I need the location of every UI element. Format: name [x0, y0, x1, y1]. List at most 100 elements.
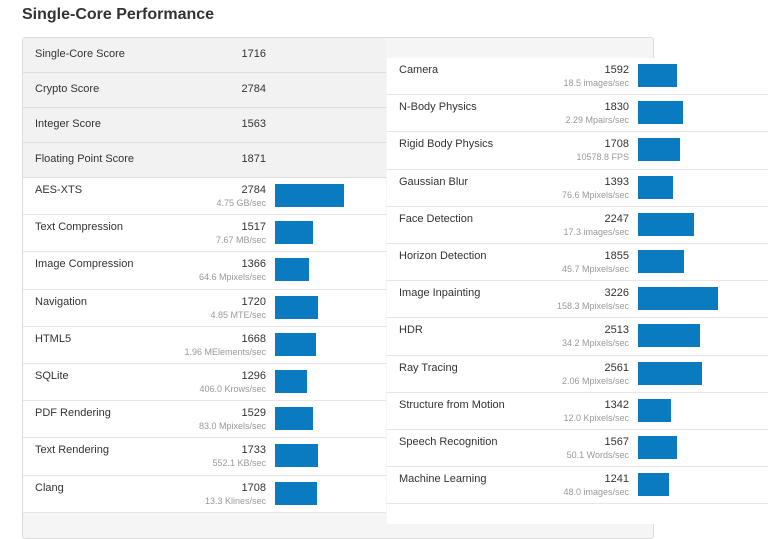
benchmark-throughput: 48.0 images/sec [563, 487, 629, 498]
score-bar [638, 138, 680, 162]
benchmark-score: 1668 [241, 332, 266, 345]
benchmark-name: Text Compression [35, 221, 124, 234]
benchmark-throughput: 18.5 images/sec [563, 78, 629, 88]
benchmark-row: Rigid Body Physics 1708 10578.8 FPS [387, 132, 768, 170]
benchmark-score: 1708 [604, 138, 629, 151]
score-bar [275, 407, 313, 431]
score-bar [638, 398, 671, 422]
summary-value: 1871 [241, 153, 266, 165]
score-bar [275, 481, 317, 505]
score-bar [638, 212, 694, 236]
benchmark-throughput: 4.75 GB/sec [216, 198, 266, 208]
benchmark-row: Image Inpainting 3226 158.3 Mpixels/sec [387, 281, 768, 319]
benchmark-score: 1592 [604, 64, 629, 76]
benchmark-name: HDR [399, 324, 423, 337]
score-bar [638, 361, 702, 385]
benchmark-row: AES-XTS 2784 4.75 GB/sec [23, 178, 386, 216]
benchmark-name: Structure from Motion [399, 398, 505, 411]
benchmark-row: Ray Tracing 2561 2.06 Mpixels/sec [387, 356, 768, 393]
summary-row: Integer Score 1563 [23, 108, 386, 143]
benchmark-score: 2247 [604, 212, 629, 225]
page-title: Single-Core Performance [22, 6, 215, 23]
benchmark-row: Clang 1708 13.3 Klines/sec [23, 476, 386, 513]
benchmark-name: HTML5 [35, 332, 72, 345]
benchmark-name: Gaussian Blur [399, 175, 469, 188]
benchmark-score: 1366 [241, 258, 266, 271]
benchmark-row: Structure from Motion 1342 12.0 Kpixels/se… [387, 393, 768, 430]
benchmark-score: 1855 [604, 249, 629, 262]
benchmark-throughput: 4.85 MTE/sec [210, 309, 266, 320]
benchmark-score: 1241 [604, 473, 629, 486]
benchmark-row: SQLite 1296 406.0 Krows/sec [23, 364, 386, 402]
benchmark-row: Face Detection 2247 17.3 images/sec [387, 207, 768, 244]
benchmark-row: Horizon Detection 1855 45.7 Mpixels/sec [387, 244, 768, 282]
score-bar [638, 473, 669, 497]
benchmark-name: PDF Rendering [35, 407, 111, 420]
summary-label: Single-Core Score [35, 48, 125, 60]
summary-row: Crypto Score 2784 [23, 73, 386, 108]
benchmark-name: SQLite [35, 369, 69, 382]
right-benchmark-list: Camera 1592 18.5 images/sec N-Body Physics 1… [387, 58, 768, 505]
score-bar [638, 249, 684, 273]
benchmark-row: Camera 1592 18.5 images/sec [387, 58, 768, 96]
benchmark-name: Image Inpainting [399, 287, 481, 300]
benchmark-row: PDF Rendering 1529 83.0 Mpixels/sec [23, 401, 386, 439]
score-bar [275, 332, 316, 356]
benchmark-throughput: 10578.8 FPS [576, 152, 629, 163]
summary-label: Floating Point Score [35, 153, 135, 165]
benchmark-score: 1830 [604, 101, 629, 114]
benchmark-throughput: 552.1 KB/sec [212, 458, 266, 469]
summary-value: 1716 [241, 48, 266, 60]
score-bar [638, 287, 718, 311]
left-column: Single-Core Score 1716 Crypto Score 2784… [23, 38, 386, 513]
score-bar [638, 324, 700, 348]
benchmark-throughput: 158.3 Mpixels/sec [556, 301, 629, 312]
benchmark-row: Gaussian Blur 1393 76.6 Mpixels/sec [387, 170, 768, 207]
benchmark-name: AES-XTS [35, 184, 83, 196]
summary-label: Integer Score [35, 118, 102, 130]
benchmark-throughput: 406.0 Krows/sec [199, 383, 266, 394]
benchmark-score: 1517 [241, 221, 266, 234]
benchmark-name: Clang [35, 481, 64, 494]
score-bar [275, 295, 318, 319]
benchmark-name: Camera [399, 64, 439, 76]
benchmark-throughput: 2.29 Mpairs/sec [565, 115, 629, 126]
benchmark-name: Ray Tracing [399, 361, 458, 374]
score-bar [275, 184, 344, 207]
benchmark-throughput: 83.0 Mpixels/sec [198, 421, 266, 432]
score-bar [638, 435, 677, 459]
score-bar [275, 369, 307, 393]
benchmark-name: Horizon Detection [399, 249, 487, 262]
benchmark-row: Text Rendering 1733 552.1 KB/sec [23, 438, 386, 476]
benchmark-row: Text Compression 1517 7.67 MB/sec [23, 215, 386, 253]
benchmark-name: Face Detection [399, 212, 473, 225]
benchmark-row: HDR 2513 34.2 Mpixels/sec [387, 318, 768, 356]
benchmark-name: Rigid Body Physics [399, 138, 494, 151]
benchmark-name: Machine Learning [399, 473, 487, 486]
benchmark-score: 1529 [241, 407, 266, 420]
score-bar [275, 221, 313, 245]
benchmark-score: 3226 [604, 287, 629, 300]
score-bar [638, 64, 677, 87]
score-bar [638, 101, 683, 125]
benchmark-throughput: 17.3 images/sec [563, 226, 629, 237]
benchmark-name: Speech Recognition [399, 435, 498, 448]
benchmark-row: Navigation 1720 4.85 MTE/sec [23, 290, 386, 327]
benchmark-throughput: 76.6 Mpixels/sec [561, 189, 629, 200]
benchmark-score: 1720 [241, 295, 266, 308]
score-bar [275, 258, 309, 282]
benchmark-score: 1296 [241, 369, 266, 382]
benchmark-throughput: 45.7 Mpixels/sec [561, 263, 629, 274]
summary-value: 1563 [241, 118, 266, 130]
benchmark-score: 1567 [604, 435, 629, 448]
benchmark-throughput: 64.6 Mpixels/sec [198, 272, 266, 283]
benchmark-name: Navigation [35, 295, 87, 308]
benchmark-score: 2561 [604, 361, 629, 374]
summary-row: Floating Point Score 1871 [23, 143, 386, 178]
benchmark-name: Text Rendering [35, 444, 109, 457]
benchmark-row: N-Body Physics 1830 2.29 Mpairs/sec [387, 95, 768, 133]
benchmark-score: 2784 [241, 184, 266, 196]
benchmark-throughput: 2.06 Mpixels/sec [561, 375, 629, 386]
benchmark-throughput: 7.67 MB/sec [215, 235, 266, 246]
benchmark-throughput: 13.3 Klines/sec [204, 495, 266, 506]
